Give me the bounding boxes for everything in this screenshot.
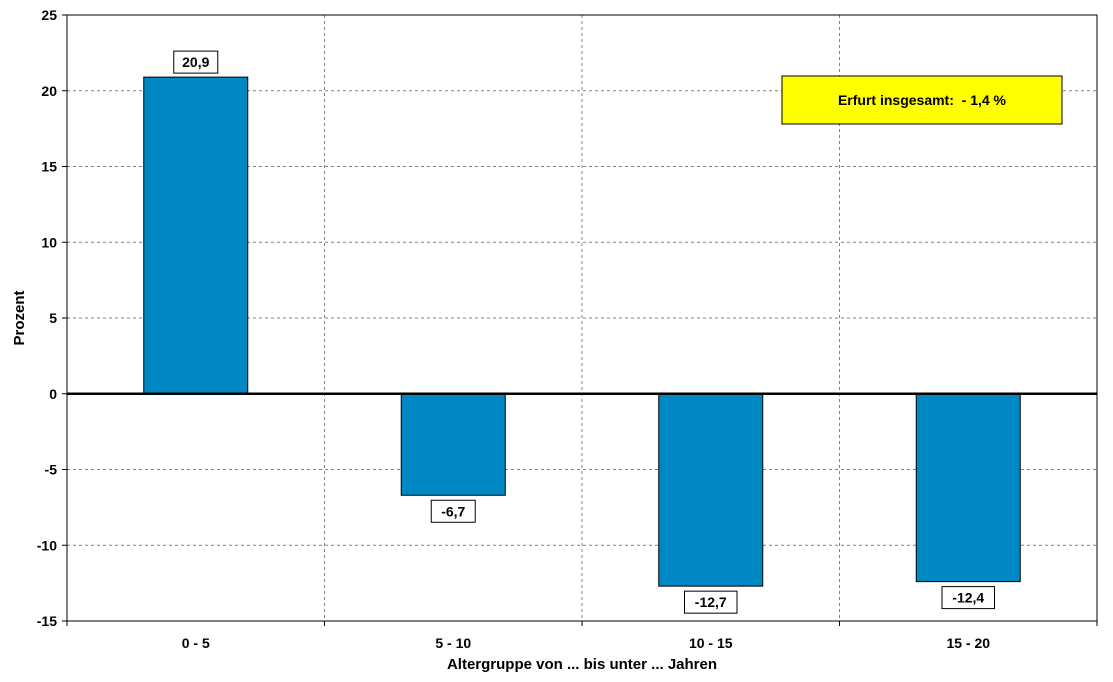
- data-label: -6,7: [430, 499, 476, 523]
- x-tick-label: 15 - 20: [946, 635, 990, 651]
- data-label-text: -12,7: [695, 594, 727, 610]
- x-tick-label: 10 - 15: [689, 635, 733, 651]
- x-tick-label: 5 - 10: [435, 635, 471, 651]
- x-axis-ticks: 0 - 5 5 - 10 10 - 15 15 - 20: [66, 621, 1098, 651]
- y-axis-label: Prozent: [11, 290, 28, 345]
- data-label-box: [684, 590, 738, 614]
- y-tick-label: 0: [49, 386, 57, 402]
- data-label-text: 20,9: [182, 54, 209, 70]
- data-label: -12,7: [684, 590, 738, 614]
- y-tick-label: 5: [49, 310, 57, 326]
- annotation-text: Erfurt insgesamt: - 1,4 %: [838, 92, 1007, 108]
- bars: [143, 76, 1021, 587]
- data-label-box: [173, 50, 219, 74]
- annotation-box: Erfurt insgesamt: - 1,4 %: [781, 75, 1063, 125]
- y-tick-label: -5: [45, 462, 58, 478]
- bar: [143, 76, 249, 395]
- annotation-background: [781, 75, 1063, 125]
- bar: [915, 393, 1021, 583]
- bar: [658, 393, 764, 587]
- data-label-box: [430, 499, 476, 523]
- y-axis-ticks: -15 -10 -5 0 5 10 15 20 25: [37, 7, 67, 629]
- data-label-box: [941, 586, 995, 610]
- y-tick-label: -10: [37, 537, 57, 553]
- data-label: 20,9: [173, 50, 219, 74]
- data-labels: 20,9 -6,7 -12,7 -12,4: [173, 50, 995, 614]
- bar: [400, 393, 506, 496]
- y-tick-label: 10: [41, 234, 57, 250]
- data-label-text: -12,4: [952, 590, 984, 606]
- x-axis-label: Altergruppe von ... bis unter ... Jahren: [447, 656, 717, 673]
- y-tick-label: 20: [41, 83, 57, 99]
- y-tick-label: -15: [37, 613, 57, 629]
- data-label: -12,4: [941, 586, 995, 610]
- data-label-text: -6,7: [441, 503, 465, 519]
- y-tick-label: 25: [41, 7, 57, 23]
- x-tick-label: 0 - 5: [182, 635, 210, 651]
- y-tick-label: 15: [41, 159, 57, 175]
